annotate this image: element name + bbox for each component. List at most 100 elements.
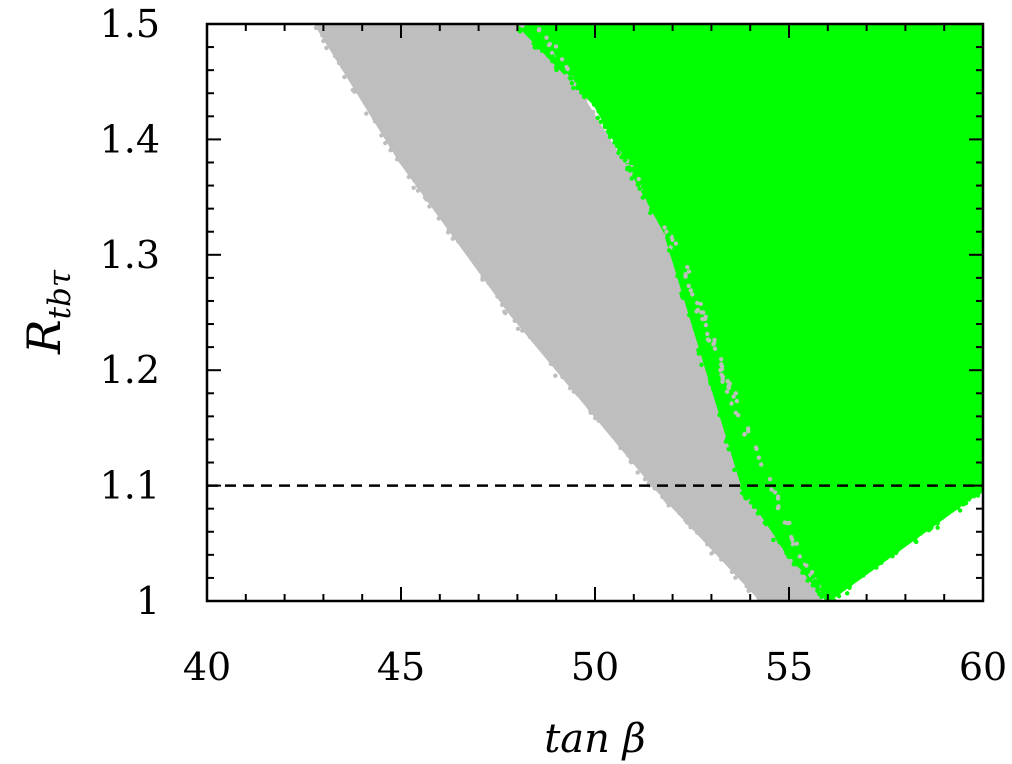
series-1-point	[642, 477, 648, 482]
series-2-point	[918, 531, 923, 536]
series-1-point	[673, 505, 678, 511]
series-2-point	[874, 565, 879, 570]
x-tick-label: 50	[571, 645, 619, 689]
series-2-point	[869, 564, 874, 570]
series-2-point	[734, 460, 739, 465]
series-2-point	[687, 312, 692, 318]
series-2-point	[787, 554, 793, 560]
series-1-point	[517, 318, 523, 323]
series-2-point	[820, 590, 825, 595]
y-tick-label: 1.2	[100, 348, 160, 392]
x-axis-title: tan β	[544, 716, 646, 762]
series-2-point	[612, 140, 617, 145]
series-2-point	[598, 110, 604, 115]
series-1-point	[415, 188, 421, 193]
series-1-point	[506, 306, 512, 311]
series-2-point	[931, 520, 936, 526]
series-1-point	[731, 394, 736, 399]
series-1-point	[628, 460, 634, 465]
series-2-point	[679, 291, 684, 296]
series-1-point	[600, 417, 605, 422]
series-2-point	[977, 30, 983, 36]
series-1-point	[712, 346, 718, 351]
series-2-point	[648, 210, 653, 216]
series-1-point	[394, 157, 400, 162]
series-2-point	[976, 293, 982, 298]
series-2-point	[958, 499, 963, 504]
series-1-point	[790, 541, 796, 547]
series-2-point	[569, 81, 575, 86]
axis-ticks	[206, 23, 984, 602]
series-2-point	[984, 314, 988, 318]
series-1-point	[712, 337, 717, 343]
series-2-point	[714, 385, 719, 390]
series-2-point	[552, 58, 557, 64]
series-1-point	[726, 385, 732, 390]
series-2-point	[726, 447, 731, 452]
series-2-point	[847, 583, 852, 588]
series-1-point	[502, 309, 507, 314]
series-1-point	[729, 401, 734, 406]
series-2-point	[815, 584, 820, 589]
series-1-point	[581, 392, 586, 397]
series-1-point	[477, 263, 482, 268]
series-1-point	[449, 221, 454, 227]
series-1-point	[495, 294, 500, 299]
series-1-point	[736, 413, 741, 418]
series-2-point	[810, 583, 815, 588]
series-2-point	[550, 54, 556, 59]
series-1-point	[789, 534, 794, 540]
series-1-point	[772, 490, 778, 495]
series-1-point	[370, 111, 375, 116]
series-2-point	[823, 593, 828, 599]
series-2-point	[893, 550, 899, 556]
series-2-point	[783, 548, 789, 553]
series-1-point	[352, 89, 357, 94]
series-2-point	[658, 218, 663, 224]
series-1-point	[666, 503, 671, 508]
series-2-point	[614, 143, 620, 149]
series-2-point	[676, 18, 680, 22]
series-1-point	[661, 233, 666, 238]
series-2-point	[707, 369, 712, 374]
series-1-point	[313, 25, 319, 31]
series-2-point	[926, 25, 931, 30]
series-2-point	[718, 408, 723, 413]
series-1-point	[596, 126, 601, 131]
series-2-point	[629, 176, 634, 181]
series-1-point	[568, 386, 573, 391]
series-1-point	[399, 19, 403, 23]
series-1-point	[785, 520, 790, 526]
y-axis-title: Rtbτ	[17, 269, 78, 355]
series-1-point	[341, 60, 347, 65]
series-2-point	[961, 502, 966, 507]
series-2-point	[527, 33, 532, 38]
series-1-point	[406, 25, 411, 30]
y-axis-title-main: R	[17, 319, 71, 355]
series-2-point	[772, 25, 777, 30]
series-1-point	[734, 398, 740, 404]
x-tick-label: 45	[377, 645, 425, 689]
series-1-point	[742, 432, 747, 437]
series-1-point	[767, 477, 773, 482]
y-tick-label: 1.5	[100, 2, 160, 46]
series-2-point	[717, 412, 722, 418]
series-2-point	[797, 559, 803, 564]
y-tick-label: 1	[136, 579, 160, 623]
series-1-point	[411, 185, 416, 190]
series-1-point	[406, 169, 412, 174]
series-2-point	[582, 87, 587, 93]
series-2-point	[772, 529, 777, 535]
series-2-point	[634, 170, 639, 176]
series-1-point	[571, 389, 577, 394]
series-1-point	[480, 275, 485, 280]
series-2-point	[778, 536, 784, 541]
series-2-point	[696, 351, 702, 356]
series-2-point	[669, 251, 675, 257]
series-1-point	[379, 133, 384, 138]
y-axis-title-subscript: tbτ	[42, 269, 78, 319]
series-1-point	[546, 42, 552, 48]
series-2-point	[696, 347, 701, 353]
series-1-point	[720, 379, 725, 384]
